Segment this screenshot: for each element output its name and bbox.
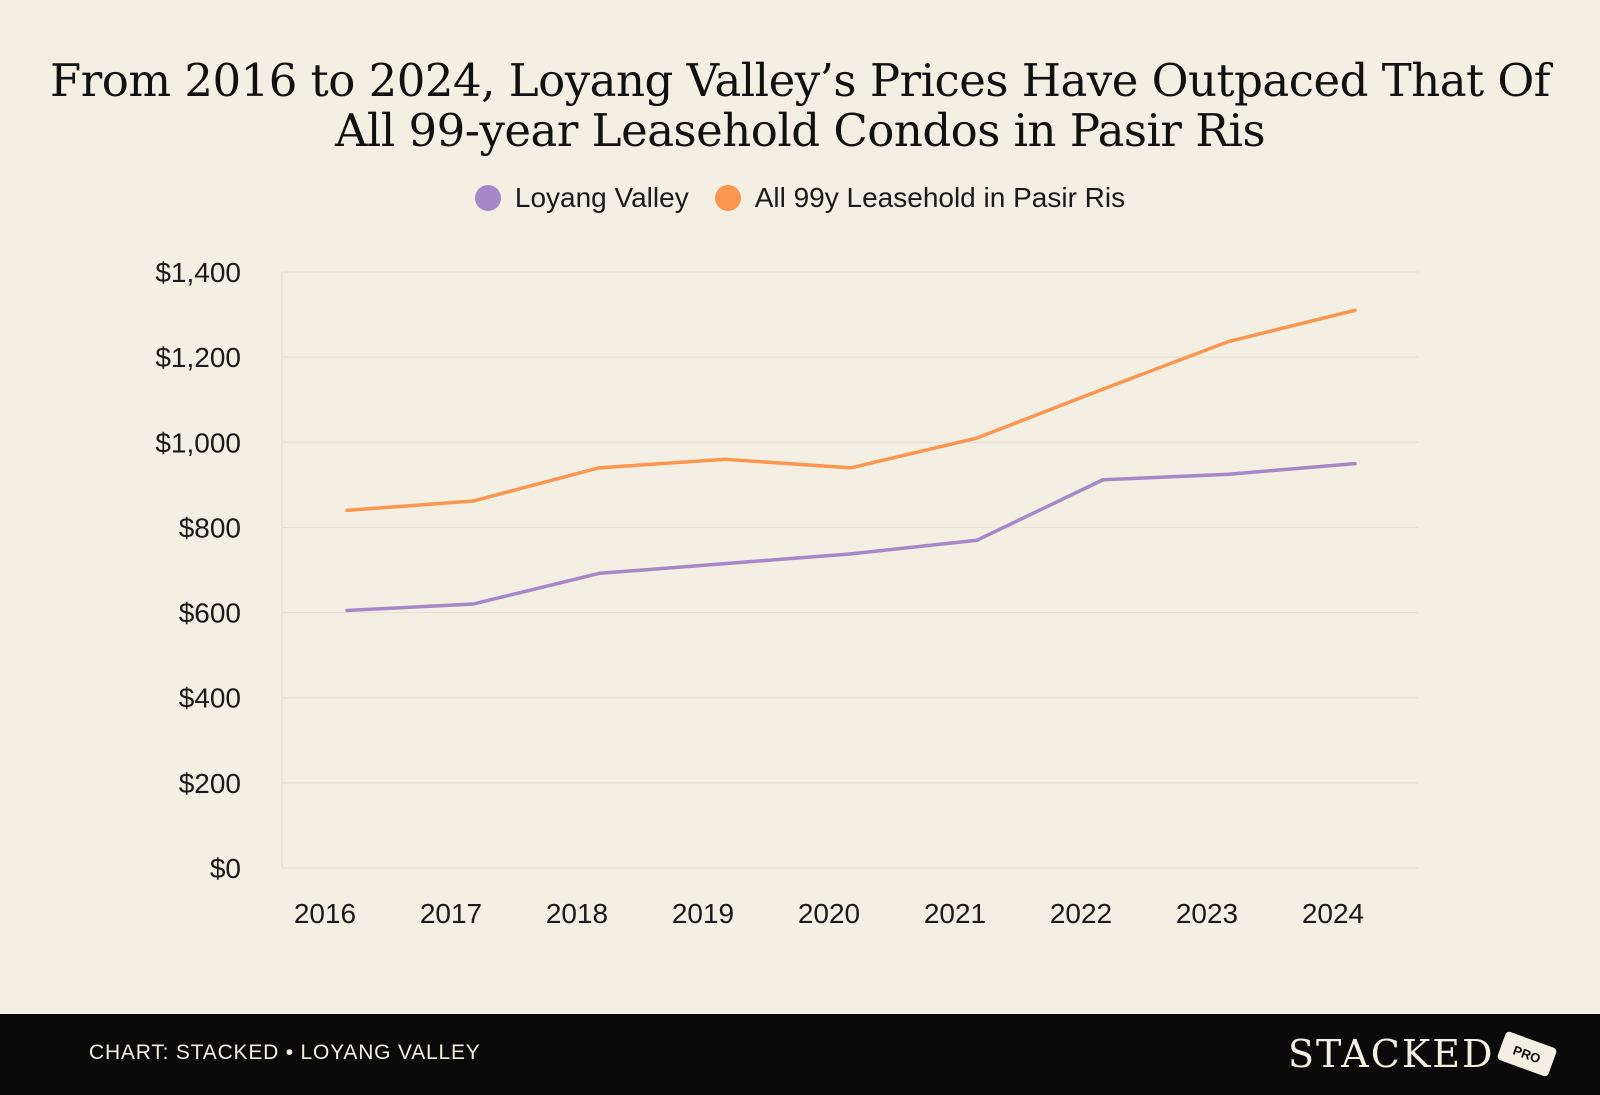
data-point-loyang-valley [471,602,475,606]
series-line-loyang-valley [345,461,1357,613]
data-point-loyang-valley [975,538,979,542]
brand-wordmark: STACKED [1288,1032,1495,1076]
x-tick-label: 2022 [1050,898,1112,929]
data-point-all-99y-leasehold [597,466,601,470]
chart-title-line-1: From 2016 to 2024, Loyang Valley’s Price… [50,54,1550,107]
x-tick-label: 2020 [798,898,860,929]
legend-swatch-all-99y-leasehold [714,185,741,211]
y-tick-label: $400 [179,683,241,714]
chart-title: From 2016 to 2024, Loyang Valley’s Price… [0,56,1600,156]
y-tick-label: $800 [179,512,241,543]
x-tick-label: 2021 [924,898,986,929]
brand-logo: STACKED PRO [1288,1024,1558,1084]
data-point-all-99y-leasehold [345,508,349,512]
data-point-loyang-valley [1101,478,1105,482]
pro-badge: PRO [1496,1030,1558,1078]
legend-item-loyang-valley: Loyang Valley [474,182,689,214]
data-point-loyang-valley [849,552,853,556]
data-point-loyang-valley [1353,461,1357,466]
series-line-all-99y-leasehold [345,308,1357,513]
legend-label-all-99y-leasehold: All 99y Leasehold in Pasir Ris [754,182,1126,213]
data-point-loyang-valley [1227,472,1231,476]
data-point-all-99y-leasehold [849,466,853,470]
y-tick-label: $1,400 [155,257,241,288]
x-tick-label: 2017 [420,898,482,929]
chart-legend: Loyang Valley All 99y Leasehold in Pasir… [0,182,1600,214]
data-point-all-99y-leasehold [975,436,979,440]
x-tick-label: 2023 [1176,898,1238,929]
x-tick-label: 2024 [1302,898,1364,929]
data-point-loyang-valley [345,608,349,613]
data-point-all-99y-leasehold [1353,308,1357,312]
data-point-loyang-valley [723,562,727,566]
legend-swatch-loyang-valley [474,185,501,211]
x-tick-label: 2018 [546,898,608,929]
legend-label-loyang-valley: Loyang Valley [514,182,689,213]
data-point-all-99y-leasehold [1227,339,1231,343]
y-tick-label: $0 [210,853,241,884]
x-tick-label: 2016 [294,898,356,929]
line-chart: $0 $200 $400 $600 $800 $1,000 $1,200 $1,400 2016… [155,257,1418,929]
footer-caption: CHART: STACKED • LOYANG VALLEY [89,1041,481,1064]
data-point-all-99y-leasehold [471,499,475,503]
y-tick-label: $1,200 [155,342,241,373]
chart-title-line-2: All 99-year Leasehold Condos in Pasir Ri… [334,104,1266,157]
data-point-loyang-valley [597,571,601,576]
x-tick-label: 2019 [672,898,734,929]
data-point-all-99y-leasehold [723,457,727,461]
footer-bar: CHART: STACKED • LOYANG VALLEY STACKED P… [0,1014,1600,1095]
y-tick-label: $1,000 [155,427,241,458]
legend-item-all-99y-leasehold: All 99y Leasehold in Pasir Ris [714,182,1126,214]
y-tick-label: $600 [179,598,241,629]
data-point-all-99y-leasehold [1101,387,1105,391]
y-tick-label: $200 [179,768,241,799]
